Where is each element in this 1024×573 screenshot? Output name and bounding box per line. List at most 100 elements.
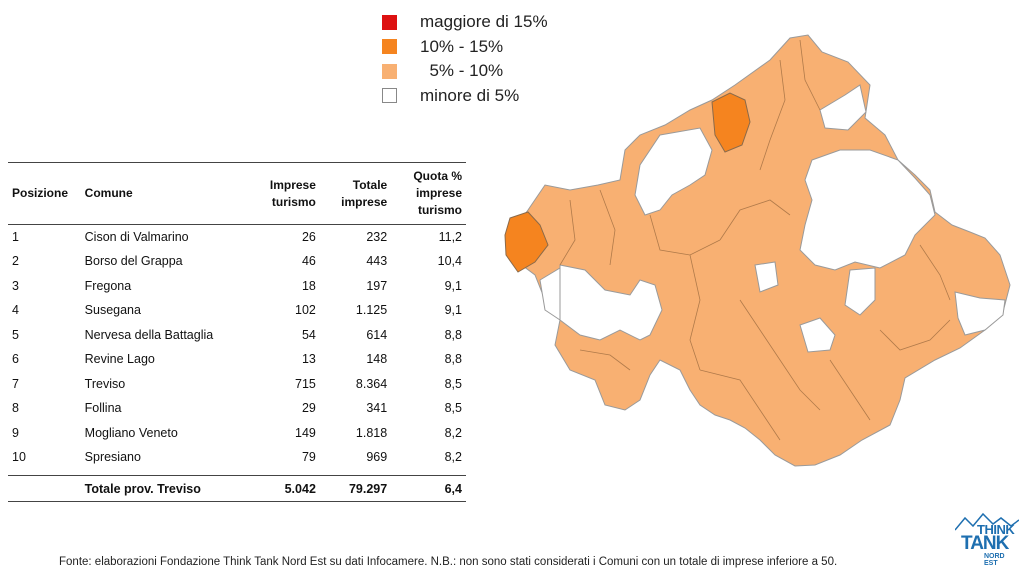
legend-item-under-5: minore di 5% <box>382 84 548 109</box>
legend-label: minore di 5% <box>420 85 520 105</box>
cell-totale: 443 <box>366 254 388 269</box>
area-under-5-far-west <box>539 267 561 321</box>
cell-totale: 148 <box>366 352 388 367</box>
cell-totale: 1.818 <box>355 425 388 440</box>
cell-comune: Nervesa della Battaglia <box>84 327 214 342</box>
cell-posizione: 5 <box>12 327 19 342</box>
table-total-row: Totale prov. Treviso 5.042 79.297 6,4 <box>8 475 466 502</box>
cell-totale: 969 <box>366 450 388 465</box>
cell-posizione: 6 <box>12 352 19 367</box>
cell-imprese: 18 <box>301 278 316 293</box>
area-under-5-east-mid <box>844 267 876 316</box>
cell-imprese: 715 <box>295 376 316 391</box>
cell-comune: Treviso <box>84 376 126 391</box>
table-row: 2 Borso del Grappa 46 443 10,4 <box>8 249 466 274</box>
table-row: 8 Follina 29 341 8,5 <box>8 396 466 421</box>
cell-totale: 614 <box>366 327 388 342</box>
legend-swatch-orange <box>382 39 397 55</box>
area-under-5-east-lower <box>954 291 1006 336</box>
cell-comune: Susegana <box>84 303 141 318</box>
table-row: 9 Mogliano Veneto 149 1.818 8,2 <box>8 421 466 446</box>
header-imprese-turismo: Imprese turismo <box>269 177 316 209</box>
cell-totale: 341 <box>366 401 388 416</box>
legend-item-over-15: maggiore di 15% <box>382 10 548 35</box>
cell-posizione: 7 <box>12 376 19 391</box>
cell-quota: 8,5 <box>444 376 462 391</box>
cell-quota: 11,2 <box>438 230 462 244</box>
area-under-5-center-west <box>559 264 663 341</box>
table-row: 6 Revine Lago 13 148 8,8 <box>8 347 466 372</box>
cell-total-totale: 79.297 <box>348 481 388 496</box>
area-under-5-center-east <box>799 317 836 353</box>
cell-quota: 8,8 <box>444 352 462 367</box>
mountain-icon <box>955 512 1019 531</box>
cell-posizione: 8 <box>12 401 19 416</box>
cell-total-imprese: 5.042 <box>284 481 316 496</box>
cell-quota: 10,4 <box>437 254 462 269</box>
cell-imprese: 26 <box>301 230 316 244</box>
cell-totale: 1.125 <box>355 303 388 318</box>
cell-comune: Follina <box>84 401 122 416</box>
ranking-table-container: Posizione Comune Imprese turismo Totale … <box>8 162 466 502</box>
cell-comune: Spresiano <box>84 450 141 465</box>
cell-imprese: 29 <box>301 401 316 416</box>
cell-imprese: 13 <box>301 352 316 367</box>
legend-item-10-15: 10% - 15% <box>382 35 548 60</box>
area-under-5-northwest <box>634 127 713 216</box>
header-totale-imprese: Totale imprese <box>341 177 388 209</box>
cell-imprese: 54 <box>301 327 316 342</box>
table-row: 1 Cison di Valmarino 26 232 11,2 <box>8 225 466 250</box>
cell-totale: 8.364 <box>355 376 388 391</box>
cell-total-quota: 6,4 <box>444 481 462 496</box>
cell-posizione: 1 <box>12 230 19 244</box>
map-legend: maggiore di 15% 10% - 15% 5% - 10% minor… <box>382 10 548 108</box>
table-row: 10 Spresiano 79 969 8,2 <box>8 445 466 470</box>
cell-posizione: 2 <box>12 254 19 269</box>
header-posizione: Posizione <box>12 186 69 200</box>
table-row: 4 Susegana 102 1.125 9,1 <box>8 298 466 323</box>
province-map <box>504 34 1011 467</box>
logo-think-text: THINK <box>977 522 1015 537</box>
cell-comune: Fregona <box>84 278 132 293</box>
cell-totale: 232 <box>366 230 388 244</box>
cell-imprese: 149 <box>295 425 316 440</box>
legend-item-5-10: 5% - 10% <box>382 59 548 84</box>
cell-quota: 9,1 <box>444 278 462 293</box>
cell-quota: 8,2 <box>444 450 462 465</box>
think-tank-logo: THINK TANK NORD EST <box>955 512 1019 568</box>
cell-comune: Mogliano Veneto <box>84 425 178 440</box>
cell-quota: 8,5 <box>444 401 462 416</box>
cell-quota: 8,2 <box>444 425 462 440</box>
table-row: 7 Treviso 715 8.364 8,5 <box>8 372 466 397</box>
area-under-5-east-upper <box>799 149 936 271</box>
municipality-borders <box>559 39 951 441</box>
cell-posizione: 3 <box>12 278 19 293</box>
cell-posizione: 10 <box>12 450 26 465</box>
cell-imprese: 46 <box>301 254 316 269</box>
province-area <box>509 34 1011 467</box>
logo-tank-text: TANK <box>961 533 1009 554</box>
cell-comune: Cison di Valmarino <box>84 230 189 244</box>
legend-swatch-red <box>382 14 397 30</box>
legend-label: 5% - 10% <box>420 61 504 81</box>
cell-imprese: 79 <box>301 450 316 465</box>
cell-posizione: 9 <box>12 425 19 440</box>
cell-posizione: 4 <box>12 303 19 318</box>
source-note: Fonte: elaborazioni Fondazione Think Tan… <box>59 556 838 568</box>
logo-nord-est-text: NORD EST <box>984 553 1005 567</box>
table-row: 5 Nervesa della Battaglia 54 614 8,8 <box>8 323 466 348</box>
area-10-15-borso <box>504 211 549 273</box>
table-row: 3 Fregona 18 197 9,1 <box>8 274 466 299</box>
cell-comune: Borso del Grappa <box>84 254 183 269</box>
cell-total-empty <box>8 476 81 502</box>
legend-swatch-light-orange <box>382 63 397 79</box>
header-quota: Quota % imprese turismo <box>413 169 462 217</box>
cell-comune: Revine Lago <box>84 352 155 367</box>
cell-quota: 8,8 <box>444 327 462 342</box>
area-10-15-cison <box>711 92 751 153</box>
legend-label: maggiore di 15% <box>420 12 548 32</box>
header-comune: Comune <box>84 186 133 200</box>
cell-imprese: 102 <box>295 303 316 318</box>
cell-total-label: Totale prov. Treviso <box>84 481 201 496</box>
area-under-5-south-central <box>754 261 779 293</box>
